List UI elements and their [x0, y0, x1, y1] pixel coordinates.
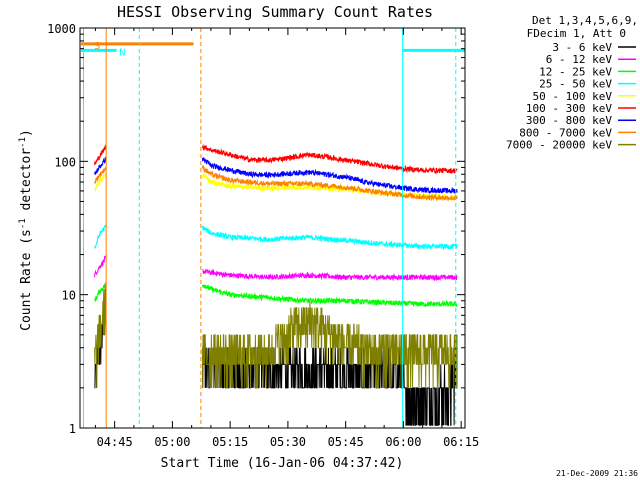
y-tick-label-3: 100 — [54, 155, 76, 169]
axes-layer: 04:45 05:00 05:15 05:30 05:45 06:00 06:15 1 10 10… — [47, 22, 479, 449]
flag-bars-layer: SN — [81, 41, 465, 58]
series-line-6-segment-1 — [94, 144, 107, 165]
y-axis-label-mid: detector — [19, 148, 34, 219]
legend-header-line-2: FDecim 1, Att 0 — [527, 27, 626, 40]
chart-title: HESSI Observing Summary Count Rates — [117, 3, 433, 21]
legend: Det 1,3,4,5,6,9, FDecim 1, Att 0 3 - 6 k… — [506, 14, 638, 152]
series-line-2-segment-1 — [94, 255, 107, 278]
series-line-6-segment-2 — [201, 143, 458, 175]
x-tick-label-7: 06:15 — [443, 435, 479, 449]
legend-label-3: 12 - 25 keV — [539, 65, 612, 78]
date-stamp: 21-Dec-2009 21:36 — [556, 469, 638, 478]
series-lines-layer — [94, 143, 458, 426]
series-line-9-segment-2 — [201, 300, 458, 389]
series-line-8-segment-2 — [201, 165, 458, 202]
x-tick-label-4: 05:30 — [270, 435, 306, 449]
y-tick-label-1: 1 — [69, 422, 76, 436]
series-line-3-segment-1 — [94, 281, 107, 302]
y-axis-label-sup1: -1 — [18, 218, 28, 229]
x-tick-label-6: 06:00 — [385, 435, 421, 449]
legend-label-7: 300 - 800 keV — [526, 114, 612, 127]
flag-label-1: S — [94, 41, 100, 52]
y-axis-label: Count Rate (s-1 detector-1) — [18, 129, 34, 331]
legend-label-2: 6 - 12 keV — [546, 53, 613, 66]
x-tick-label-2: 05:00 — [154, 435, 190, 449]
legend-label-1: 3 - 6 keV — [552, 41, 612, 54]
vertical-markers-layer — [82, 28, 457, 428]
series-line-4-segment-2 — [201, 225, 458, 251]
series-line-7-segment-2 — [201, 157, 458, 195]
plot-frame — [79, 27, 466, 429]
legend-label-9: 7000 - 20000 keV — [506, 139, 612, 152]
legend-label-4: 25 - 50 keV — [539, 78, 612, 91]
y-axis-label-end: ) — [19, 129, 34, 137]
legend-label-6: 100 - 300 keV — [526, 102, 612, 115]
flag-label-2: N — [119, 47, 125, 58]
x-tick-label-3: 05:15 — [212, 435, 248, 449]
y-axis-label-sup2: -1 — [18, 137, 28, 148]
legend-label-8: 800 - 7000 keV — [519, 126, 612, 139]
series-line-4-segment-1 — [94, 223, 107, 249]
series-line-2-segment-2 — [202, 268, 458, 282]
series-line-3-segment-2 — [201, 284, 458, 308]
series-line-9-segment-1 — [94, 284, 107, 388]
legend-label-5: 50 - 100 keV — [533, 90, 613, 103]
y-tick-label-2: 10 — [62, 289, 76, 303]
legend-header-line-1: Det 1,3,4,5,6,9, — [532, 14, 638, 27]
series-line-7-segment-1 — [94, 156, 107, 175]
series-line-5-segment-1 — [94, 173, 107, 193]
series-line-8-segment-1 — [94, 166, 107, 184]
x-tick-label-5: 05:45 — [328, 435, 364, 449]
y-tick-label-4: 1000 — [47, 22, 76, 36]
x-tick-label-1: 04:45 — [97, 435, 133, 449]
y-axis-label-main: Count Rate (s — [19, 229, 34, 331]
x-axis-label: Start Time (16-Jan-06 04:37:42) — [161, 456, 404, 471]
